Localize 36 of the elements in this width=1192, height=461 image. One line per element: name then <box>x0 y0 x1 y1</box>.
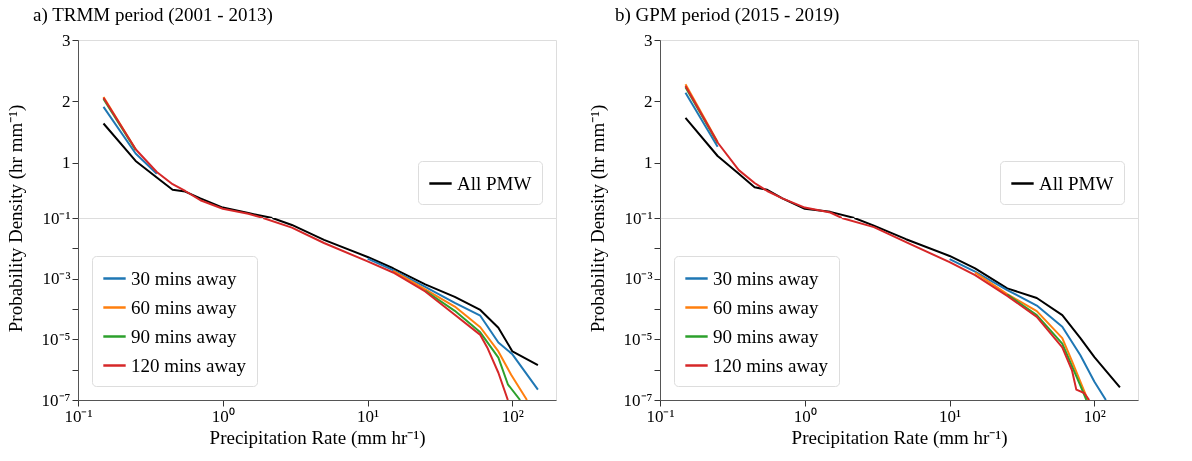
y-axis-title: Probability Density (hr mm⁻¹) <box>586 104 609 333</box>
y-tick-label: 3 <box>644 30 653 50</box>
legend-label: 120 mins away <box>713 354 829 376</box>
legend-label: 90 mins away <box>713 325 820 347</box>
x-tick-label: 10¹ <box>939 406 962 426</box>
y-tick-label: 10⁻⁷ <box>623 390 653 410</box>
legend-label: 60 mins away <box>131 296 238 318</box>
y-tick-label: 10⁻¹ <box>42 208 71 228</box>
y-tick-label: 2 <box>644 91 653 111</box>
legend-label: 30 mins away <box>713 267 820 289</box>
legend-label: 90 mins away <box>131 325 238 347</box>
chart-title: a) TRMM period (2001 - 2013) <box>33 4 273 26</box>
legend-label: All PMW <box>1039 172 1114 194</box>
y-tick-label: 10⁻⁵ <box>623 329 653 349</box>
x-tick-label: 10⁰ <box>793 406 817 426</box>
y-tick-label: 1 <box>62 153 71 173</box>
legend-label: 30 mins away <box>131 267 238 289</box>
x-axis-title: Precipitation Rate (mm hr⁻¹) <box>209 426 426 449</box>
y-tick-label: 3 <box>62 30 71 50</box>
legend-label: 120 mins away <box>131 354 247 376</box>
chart-title: b) GPM period (2015 - 2019) <box>615 4 840 26</box>
y-axis-title: Probability Density (hr mm⁻¹) <box>4 104 27 333</box>
legend-label: All PMW <box>457 172 532 194</box>
x-tick-label: 10¹ <box>357 406 380 426</box>
y-tick-label: 1 <box>644 153 653 173</box>
legend-label: 60 mins away <box>713 296 820 318</box>
y-tick-label: 10⁻⁵ <box>41 329 71 349</box>
y-tick-label: 2 <box>62 91 71 111</box>
x-tick-label: 10⁰ <box>211 406 235 426</box>
x-tick-label: 10² <box>501 406 524 426</box>
y-tick-label: 10⁻¹ <box>624 208 653 228</box>
y-tick-label: 10⁻³ <box>42 269 71 289</box>
x-axis-title: Precipitation Rate (mm hr⁻¹) <box>791 426 1008 449</box>
y-tick-label: 10⁻³ <box>624 269 653 289</box>
x-tick-label: 10² <box>1083 406 1106 426</box>
y-tick-label: 10⁻⁷ <box>41 390 71 410</box>
